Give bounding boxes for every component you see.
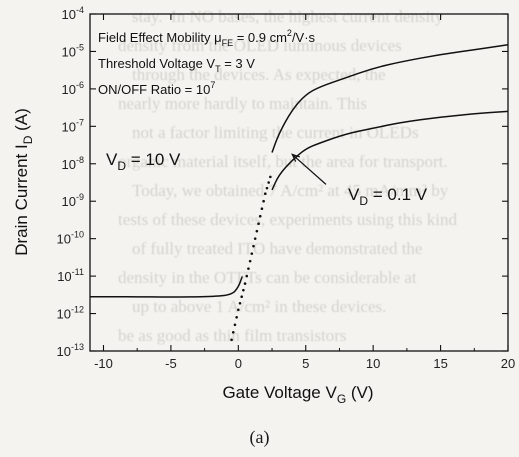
y-tick-label: 10-11 [57,267,84,284]
data-point [242,288,245,292]
axes [89,13,509,352]
series-label-vd01: VD = 0.1 V [348,185,428,208]
x-tick-label: -5 [165,356,177,371]
data-point [247,267,250,270]
data-point [267,181,270,184]
annotation-text: ON/OFF Ratio = 107 [98,80,215,97]
series-line [271,110,509,191]
data-point [252,244,255,248]
background-text-line: Today, we obtained 7 A/cm² at 45 mA/mm² … [132,181,449,200]
data-point [255,229,259,233]
annotation-text: Field Effect Mobility μFE = 0.9 cm2/V·s [98,28,316,48]
x-tick-label: 10 [366,356,380,371]
data-point [240,295,243,299]
background-text-line: up to above 1 A/cm² in these devices. [132,297,387,316]
background-text-line: nearly more hardly to maintain. This [118,94,367,113]
data-point [262,199,265,203]
data-point [230,338,233,342]
data-point [233,323,237,327]
y-tick-label: 10-10 [57,230,84,247]
data-point [257,222,260,225]
annotation-text: Threshold Voltage VT = 3 V [98,56,255,74]
y-tick-label: 10-6 [62,80,84,97]
x-tick-label: 20 [501,356,515,371]
chart-text: -10 -5 0 5 10 15 20 10-13 10-12 10-11 10-10 10-9 10-… [12,5,515,406]
x-tick-label: 0 [235,356,242,371]
background-text-line: density in the OTFTs can be considerable… [118,268,417,287]
data-point [248,259,252,263]
annotation-arrow [291,153,327,185]
series-line [271,43,509,153]
data-point [245,274,249,278]
x-axis-title: Gate Voltage VG (V) [222,383,373,406]
y-tick-label: 10-9 [62,192,84,209]
data-point [258,214,262,218]
background-text-line: tests of these devices, experiments usin… [118,210,457,229]
background-text-line: of fully treated ITO have demonstrated t… [132,239,423,258]
data-point [265,186,269,190]
data-point [269,175,272,179]
x-tick-label: 15 [433,356,447,371]
y-tick-label: 10-13 [57,342,84,359]
y-tick-label: 10-12 [57,305,84,322]
background-text-line: be as good as thin film transistors [118,326,347,345]
y-tick-label: 10-7 [62,117,84,134]
background-text-line: through the devices. As expected, the [132,65,386,84]
series-line [90,275,244,298]
y-axis-title: Drain Current ID (A) [12,108,35,256]
data-point [238,301,242,305]
y-tick-label: 10-8 [62,155,84,172]
background-text-line: density from the OLED luminous devices [118,36,402,55]
y-tick-label: 10-4 [62,5,84,22]
data-point [250,252,254,255]
background-text-line: organic material itself, but the area fo… [118,152,448,171]
data-point [231,330,235,334]
y-tick-label: 10-5 [62,42,84,59]
data-point [263,192,267,196]
background-text-line: not a factor limiting the current in OLE… [132,123,419,142]
plot-frame [89,13,509,352]
data-point [237,308,240,312]
arrow-head [291,153,301,162]
figure-caption: (a) [249,427,270,447]
series-label-vd10: VD = 10 V [106,150,181,173]
plot-area [90,43,509,342]
data-point [243,282,247,285]
x-tick-label: 5 [302,356,309,371]
x-tick-label: -10 [94,356,113,371]
data-point [253,237,257,240]
data-point [235,316,238,319]
data-point [260,207,264,211]
